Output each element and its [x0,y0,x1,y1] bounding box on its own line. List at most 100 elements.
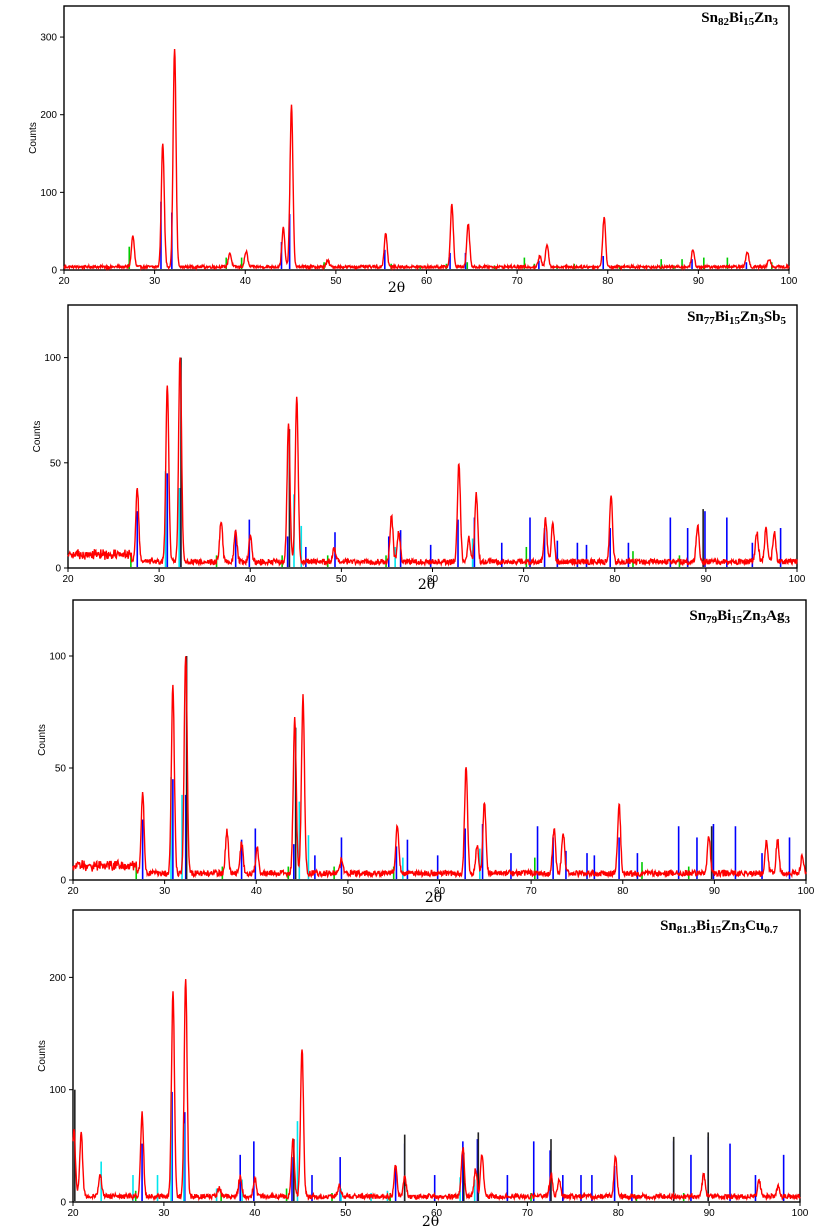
x-tick-label: 50 [330,276,342,287]
x-tick-label: 100 [781,276,798,287]
chart-title-part: 3 [773,16,779,28]
x-tick-label: 70 [518,574,530,585]
x-tick-label: 90 [693,276,705,287]
measured-diffraction-trace [63,48,790,272]
y-tick-label: 50 [50,458,62,469]
x-tick-label: 20 [62,574,74,585]
x-axis-label: 2θ [418,577,435,593]
x-tick-label: 20 [67,1208,79,1219]
chart-title-part: 15 [743,16,755,28]
y-tick-label: 200 [49,973,66,984]
x-tick-label: 40 [249,1208,261,1219]
xrd-chart-sn82bi15zn3: 20 30 40 50 60 70 80 90 100 0 100 200 300 Counts 2θ Sn8… [28,5,798,296]
x-tick-label: 80 [613,1208,625,1219]
xrd-chart-sn77bi15zn3sb5: 20 30 40 50 60 70 80 90 100 0 50 100 Counts 2θ Sn77Bi1… [32,304,806,593]
x-tick-label: 50 [342,886,354,897]
y-tick-label: 0 [55,564,61,575]
chart-title-part: 0.7 [764,924,778,936]
chart-title-part: Sb [764,309,781,325]
chart-title-part: 79 [706,614,718,626]
chart-title: Sn82Bi15Zn3 [701,10,778,28]
chart-title-part: 15 [729,315,741,327]
y-axis-label: Counts [37,724,48,756]
x-tick-label: 90 [700,574,712,585]
x-tick-label: 100 [789,574,806,585]
chart-title-part: Bi [717,608,731,624]
chart-title-part: 15 [710,924,722,936]
x-tick-label: 100 [792,1208,809,1219]
chart-title-part: Sn [687,309,704,325]
chart-title-part: 3 [785,614,791,626]
y-tick-label: 100 [40,188,57,199]
x-tick-label: 70 [526,886,538,897]
chart-title-part: Sn [660,918,677,934]
x-tick-label: 60 [431,1208,443,1219]
measured-diffraction-trace [72,979,801,1202]
plot-frame [72,599,807,881]
measured-diffraction-trace [67,357,798,568]
plot-frame [72,909,801,1203]
x-axis-label: 2θ [422,1214,439,1230]
chart-panel-3: 20 30 40 50 60 70 80 90 100 0 50 100 Counts 2θ Sn79Bi1… [0,598,836,908]
x-tick-label: 90 [709,886,721,897]
chart-title-part: Zn [742,608,761,624]
plot-frame [63,5,790,271]
chart-title-part: 3 [740,924,746,936]
y-axis-label: Counts [32,421,43,453]
chart-title: Sn79Bi15Zn3Ag3 [689,608,790,626]
y-tick-label: 100 [49,1085,66,1096]
chart-title-part: Ag [766,608,785,624]
y-tick-label: 200 [40,110,57,121]
chart-title-part: Zn [754,10,773,26]
chart-title-part: Bi [715,309,729,325]
chart-panel-4: 20 30 40 50 60 70 80 90 100 0 100 200 Counts 2θ Sn81.3… [0,908,836,1232]
chart-title-part: Cu [745,918,764,934]
y-axis-label: Counts [28,122,39,154]
chart-title-part: 3 [761,614,767,626]
x-tick-label: 30 [159,886,171,897]
chart-title-part: 15 [731,614,743,626]
chart-panel-2: 20 30 40 50 60 70 80 90 100 0 50 100 Counts 2θ Sn77Bi1… [0,295,836,595]
chart-title: Sn81.3Bi15Zn3Cu0.7 [660,918,778,936]
xrd-chart-sn81bi15zn3cu: 20 30 40 50 60 70 80 90 100 0 100 200 Counts 2θ Sn81.3… [37,909,809,1230]
x-tick-label: 30 [149,276,161,287]
x-axis-label: 2θ [425,890,442,906]
chart-title-part: 82 [718,16,730,28]
y-tick-label: 100 [44,353,61,364]
x-tick-label: 70 [512,276,524,287]
plot-frame [67,304,798,569]
y-axis-label: Counts [37,1040,48,1072]
x-tick-label: 50 [336,574,348,585]
xrd-chart-sn79bi15zn3ag3: 20 30 40 50 60 70 80 90 100 0 50 100 Counts 2θ Sn79Bi1… [37,599,815,906]
x-tick-label: 60 [421,276,433,287]
chart-title-part: 3 [758,315,764,327]
x-tick-label: 40 [251,886,263,897]
measured-diffraction-trace [72,656,807,879]
x-tick-label: 90 [704,1208,716,1219]
x-tick-label: 80 [609,574,621,585]
chart-title-part: 77 [704,315,716,327]
x-tick-label: 50 [340,1208,352,1219]
chart-title: Sn77Bi15Zn3Sb5 [687,309,786,327]
x-tick-label: 30 [154,574,166,585]
chart-title-part: Bi [696,918,710,934]
chart-title-part: 81.3 [677,924,697,936]
chart-title-part: Zn [740,309,759,325]
chart-title-part: Sn [689,608,706,624]
x-tick-label: 20 [67,886,79,897]
x-tick-label: 70 [522,1208,534,1219]
y-tick-label: 0 [60,876,66,887]
chart-title-part: Sn [701,10,718,26]
x-tick-label: 60 [427,574,439,585]
x-tick-label: 80 [602,276,614,287]
chart-title-part: 5 [781,315,787,327]
chart-title-part: Zn [721,918,740,934]
chart-title-part: Bi [729,10,743,26]
y-tick-label: 100 [49,652,66,663]
x-axis-label: 2θ [388,280,405,296]
x-tick-label: 20 [58,276,70,287]
x-tick-label: 30 [158,1208,170,1219]
x-tick-label: 80 [617,886,629,897]
x-tick-label: 100 [798,886,815,897]
x-tick-label: 40 [245,574,257,585]
